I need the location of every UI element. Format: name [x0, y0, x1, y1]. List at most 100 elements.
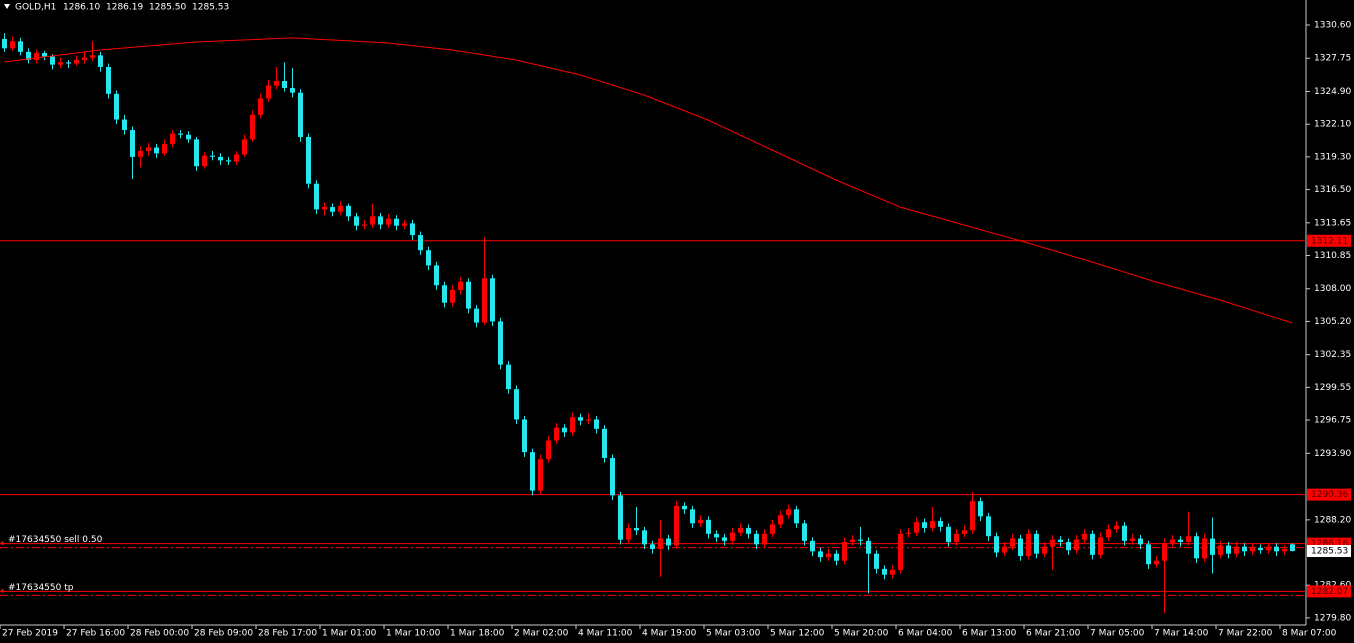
- candle-body: [546, 440, 551, 460]
- candle-body: [410, 223, 415, 236]
- candle-body: [138, 151, 143, 157]
- candle-body: [1290, 544, 1295, 552]
- price-box: [1307, 488, 1351, 501]
- candle-body: [1074, 539, 1079, 551]
- candle-body: [554, 427, 559, 441]
- candle-body: [674, 505, 679, 546]
- candle-body: [242, 139, 247, 155]
- candle-body: [914, 522, 919, 533]
- candle-body: [1226, 545, 1231, 554]
- candle-body: [290, 88, 295, 93]
- candle-body: [42, 52, 47, 57]
- candle-body: [1050, 539, 1055, 547]
- candle-body: [418, 235, 423, 251]
- candle-body: [1250, 547, 1255, 552]
- candle-body: [1186, 536, 1191, 543]
- ohlc-readout: 1285.53: [192, 3, 229, 13]
- candle-body: [1178, 539, 1183, 543]
- candle-body: [1130, 538, 1135, 541]
- price-box-label: 1282.07: [1311, 587, 1348, 597]
- candle-body: [298, 92, 303, 138]
- candle-body: [482, 278, 487, 323]
- y-tick-label: 1305.20: [1314, 317, 1351, 327]
- candle-body: [1026, 533, 1031, 557]
- candle-body: [1210, 538, 1215, 555]
- candle-body: [34, 52, 39, 60]
- candle-body: [1114, 525, 1119, 530]
- y-tick-label: 1324.90: [1314, 87, 1351, 97]
- y-tick-label: 1316.50: [1314, 185, 1351, 195]
- candle-body: [426, 250, 431, 266]
- candle-body: [1194, 536, 1199, 559]
- candle-body: [722, 537, 727, 541]
- candle-body: [218, 156, 223, 161]
- candle-body: [506, 364, 511, 390]
- y-tick-label: 1302.35: [1314, 350, 1351, 360]
- candle-body: [858, 539, 863, 541]
- candle-body: [306, 137, 311, 184]
- y-tick-label: 1319.30: [1314, 152, 1351, 162]
- x-tick-label: 27 Feb 2019: [2, 629, 58, 639]
- y-tick-label: 1327.75: [1314, 54, 1351, 64]
- candle-body: [1082, 533, 1087, 540]
- candle-body: [746, 528, 751, 534]
- candle-body: [370, 216, 375, 225]
- candle-body: [842, 542, 847, 561]
- candle-body: [74, 59, 79, 64]
- menu-triangle[interactable]: [4, 4, 10, 9]
- x-tick-label: 8 Mar 07:00: [1282, 629, 1337, 639]
- candle-body: [826, 553, 831, 558]
- y-tick-label: 1310.85: [1314, 251, 1351, 261]
- candle-body: [458, 281, 463, 290]
- candle-body: [762, 533, 767, 545]
- candle-body: [570, 417, 575, 433]
- order-marker: [1, 541, 4, 545]
- y-tick-label: 1308.00: [1314, 284, 1351, 294]
- x-tick-label: 1 Mar 10:00: [386, 629, 441, 639]
- candle-body: [90, 55, 95, 58]
- candle-body: [794, 509, 799, 524]
- candle-body: [1098, 537, 1103, 555]
- candle-body: [322, 207, 327, 210]
- candle-body: [682, 505, 687, 510]
- candle-body: [1170, 539, 1175, 544]
- candle-body: [986, 516, 991, 537]
- ohlc-readout: 1285.50: [149, 3, 186, 13]
- candle-body: [202, 155, 207, 167]
- candle-body: [26, 51, 31, 60]
- candle-body: [578, 417, 583, 421]
- candle-body: [1010, 538, 1015, 547]
- candle-body: [338, 205, 343, 212]
- x-tick-label: 28 Feb 09:00: [194, 629, 253, 639]
- x-tick-label: 6 Mar 21:00: [1026, 629, 1081, 639]
- candle-body: [354, 216, 359, 226]
- candle-body: [730, 532, 735, 541]
- candle-body: [154, 147, 159, 154]
- candle-body: [514, 389, 519, 420]
- candle-body: [626, 528, 631, 540]
- candle-body: [346, 205, 351, 217]
- candle-body: [234, 154, 239, 162]
- candle-body: [898, 533, 903, 571]
- x-tick-label: 5 Mar 20:00: [834, 629, 889, 639]
- candle-body: [1202, 538, 1207, 559]
- price-box-label: 1286.16: [1311, 539, 1348, 549]
- candle-body: [130, 130, 135, 157]
- candle-body: [266, 85, 271, 99]
- candle-body: [1258, 547, 1263, 551]
- candle-body: [650, 544, 655, 550]
- candle-body: [922, 522, 927, 529]
- candle-body: [250, 114, 255, 140]
- candle-body: [698, 519, 703, 524]
- candle-body: [394, 218, 399, 226]
- candle-body: [642, 530, 647, 545]
- candle-body: [1106, 529, 1111, 538]
- candle-body: [122, 119, 127, 131]
- candle-body: [282, 80, 287, 89]
- price-box: [1307, 585, 1351, 598]
- y-tick-label: 1296.75: [1314, 416, 1351, 426]
- candle-body: [834, 553, 839, 561]
- x-tick-label: 28 Feb 17:00: [258, 629, 317, 639]
